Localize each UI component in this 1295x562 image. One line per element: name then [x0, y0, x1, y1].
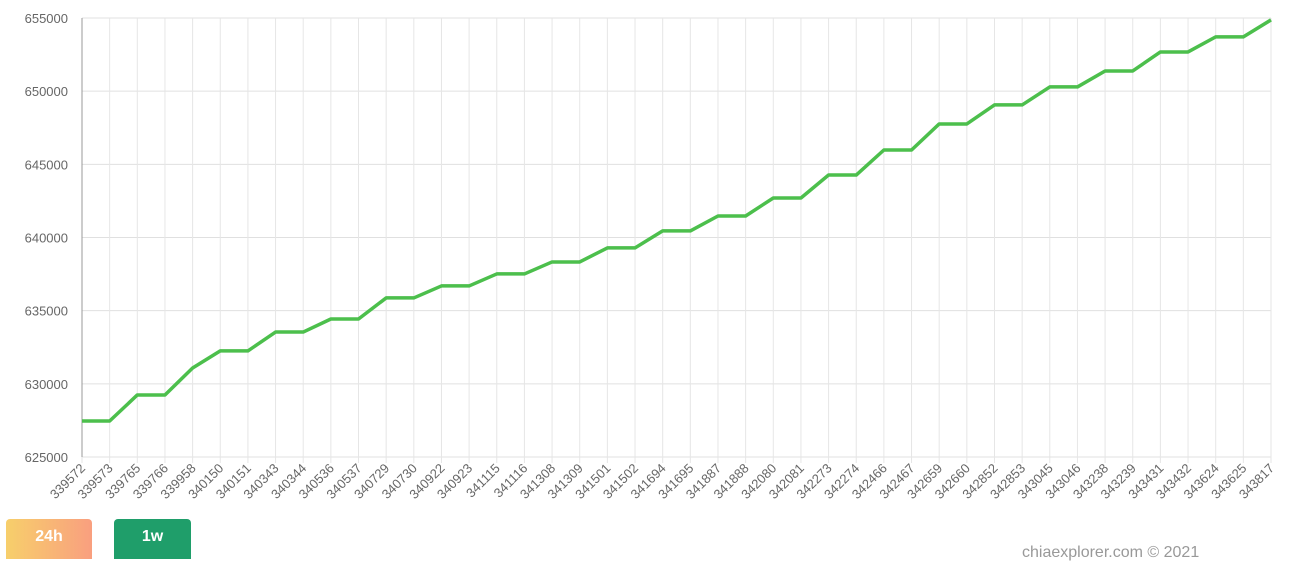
y-tick-label: 625000: [25, 450, 68, 465]
footer: chiaexplorer.com © 2021: [1022, 544, 1200, 561]
y-tick-label: 645000: [25, 157, 68, 172]
y-tick-label: 655000: [25, 11, 68, 26]
range-button[interactable]: 1w: [114, 519, 191, 559]
y-tick-label: 630000: [25, 377, 68, 392]
y-tick-label: 650000: [25, 84, 68, 99]
chart: 625000 630000 635000 640000 645000 650000 6550…: [25, 11, 1278, 502]
y-tick-label: 635000: [25, 304, 68, 319]
y-tick-label: 640000: [25, 231, 68, 246]
range-button[interactable]: 24h: [6, 519, 92, 559]
line: [82, 18, 1272, 423]
